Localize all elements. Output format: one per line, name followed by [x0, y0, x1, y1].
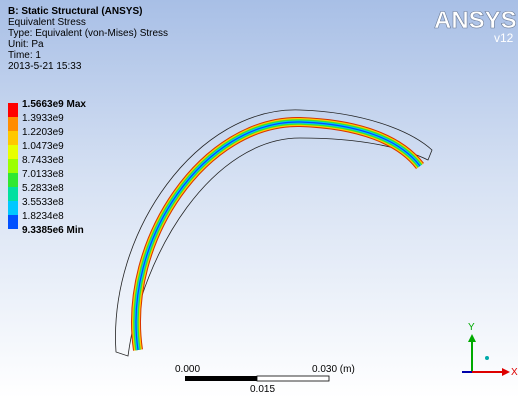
- legend-swatch: [8, 103, 18, 117]
- header-line: 2013-5-21 15:33: [8, 61, 82, 72]
- deformed-beam: [136, 122, 420, 350]
- legend-swatch: [8, 117, 18, 131]
- legend-label: 3.5533e8: [22, 197, 64, 208]
- header-line: Type: Equivalent (von-Mises) Stress: [8, 28, 168, 39]
- legend-label: 1.8234e8: [22, 211, 64, 222]
- band-green: [136, 122, 420, 350]
- legend-label: 8.7433e8: [22, 155, 64, 166]
- triad-x-label: X: [511, 367, 518, 378]
- title: B: Static Structural (ANSYS): [8, 6, 142, 17]
- legend-swatch: [8, 145, 18, 159]
- scale-bar-right: [257, 376, 329, 381]
- logo: ANSYS: [434, 7, 517, 34]
- logo-version: v12: [494, 31, 514, 45]
- scale-start: 0.000: [175, 364, 200, 375]
- viewport: B: Static Structural (ANSYS) Equivalent …: [0, 0, 518, 398]
- band-cyan: [136, 122, 420, 350]
- triad-x-arrow: [502, 368, 510, 376]
- legend-label: 1.2203e9: [22, 127, 64, 138]
- scale-bar-left: [185, 376, 257, 381]
- triad-dot: [485, 356, 489, 360]
- legend-label: 5.2833e8: [22, 183, 64, 194]
- header-line: Unit: Pa: [8, 39, 44, 50]
- legend-swatch: [8, 215, 18, 229]
- legend-swatch: [8, 131, 18, 145]
- legend-label: 1.5663e9 Max: [22, 99, 86, 110]
- band-yellow: [136, 122, 420, 350]
- band-outer: [136, 122, 420, 350]
- legend-swatch: [8, 187, 18, 201]
- header-line: Time: 1: [8, 50, 41, 61]
- scene: B: Static Structural (ANSYS) Equivalent …: [0, 0, 518, 398]
- scale-end: 0.030 (m): [312, 364, 355, 375]
- legend-swatch: [8, 201, 18, 215]
- legend-label: 9.3385e6 Min: [22, 225, 84, 236]
- band-core: [136, 122, 420, 350]
- triad-y-label: Y: [468, 322, 475, 333]
- legend-label: 1.3933e9: [22, 113, 64, 124]
- legend-swatch: [8, 173, 18, 187]
- legend-swatch: [8, 159, 18, 173]
- legend-label: 7.0133e8: [22, 169, 64, 180]
- undeformed-outline: [116, 110, 432, 356]
- triad-y-arrow: [468, 334, 476, 342]
- header-line: Equivalent Stress: [8, 17, 86, 28]
- legend: 1.5663e9 Max 1.3933e9 1.2203e9 1.0473e9 8.74…: [8, 99, 86, 236]
- legend-label: 1.0473e9: [22, 141, 64, 152]
- scale-mid: 0.015: [250, 384, 275, 395]
